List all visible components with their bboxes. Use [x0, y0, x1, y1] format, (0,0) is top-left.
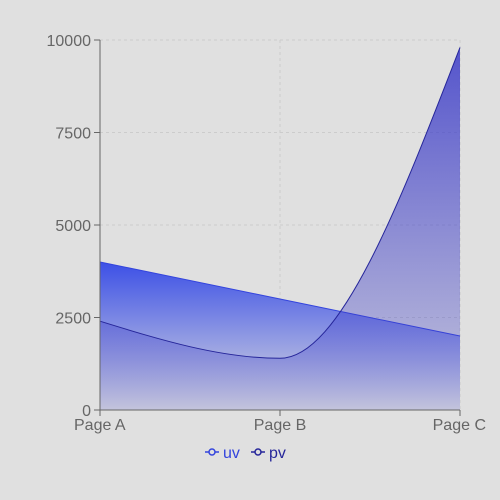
legend-dot-pv	[254, 448, 262, 456]
legend-label-pv: pv	[269, 445, 286, 462]
y-tick-label: 5000	[55, 218, 91, 235]
legend-dot-uv	[208, 448, 216, 456]
y-tick-label: 0	[82, 403, 91, 420]
legend: uv pv	[205, 445, 286, 462]
y-tick-label: 7500	[55, 126, 91, 143]
legend-label-uv: uv	[223, 445, 240, 462]
y-tick-label: 10000	[47, 33, 92, 50]
y-tick-label: 2500	[55, 311, 91, 328]
areas	[99, 47, 461, 411]
line-pv	[99, 47, 461, 359]
area-pv	[100, 47, 460, 411]
x-tick-label: Page B	[254, 417, 306, 434]
x-tick-label: Page A	[74, 417, 126, 434]
x-tick-label: Page C	[433, 417, 486, 434]
axes: 0 2500 5000 7500 10000 Page A Page B Page C	[47, 33, 487, 434]
